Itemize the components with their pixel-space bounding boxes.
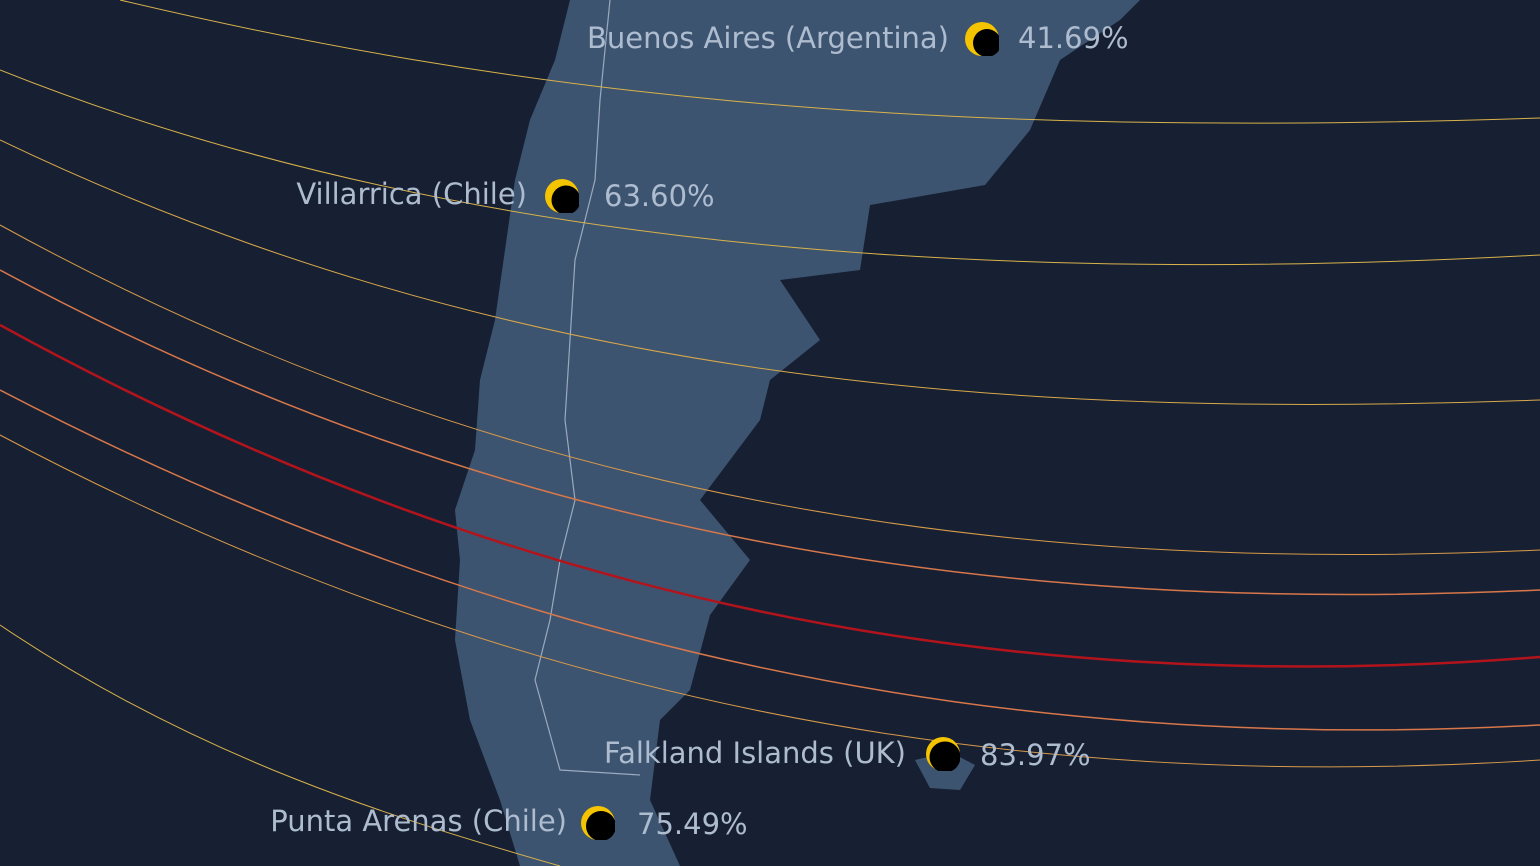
location-name: Falkland Islands (UK) <box>604 736 906 770</box>
contour-line <box>0 224 1540 556</box>
eclipse-icon <box>926 737 960 771</box>
eclipse-icon <box>545 179 579 213</box>
eclipse-icon <box>581 806 615 840</box>
landmass-south-america <box>455 0 1140 866</box>
location-name: Buenos Aires (Argentina) <box>586 21 949 55</box>
location-name: Villarrica (Chile) <box>296 177 527 211</box>
location-percent: 63.60% <box>604 179 715 213</box>
contour-line <box>0 434 1540 768</box>
border-chile-argentina <box>534 0 641 776</box>
contour-line <box>119 0 1540 124</box>
location-percent: 41.69% <box>1018 21 1129 55</box>
contour-line <box>0 389 1540 731</box>
contour-line-central <box>0 323 1540 668</box>
location-name: Punta Arenas (Chile) <box>270 804 567 838</box>
contour-line <box>0 139 1540 405</box>
location-percent: 83.97% <box>980 738 1091 772</box>
eclipse-icon <box>965 22 999 56</box>
contour-line <box>0 269 1540 596</box>
contour-line <box>0 69 1540 266</box>
contour-line <box>0 624 561 866</box>
location-percent: 75.49% <box>637 807 748 841</box>
